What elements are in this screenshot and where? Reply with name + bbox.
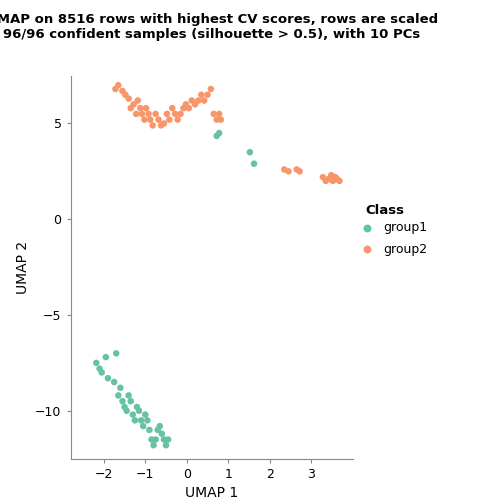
Point bbox=[325, 175, 333, 183]
Point bbox=[118, 397, 127, 405]
Point bbox=[116, 384, 124, 392]
Point bbox=[179, 104, 187, 112]
Point bbox=[156, 422, 164, 430]
Point bbox=[173, 115, 181, 123]
Point bbox=[213, 132, 221, 140]
Point bbox=[163, 110, 171, 118]
Point bbox=[141, 115, 149, 123]
Point bbox=[145, 426, 153, 434]
Point bbox=[322, 177, 330, 185]
Point bbox=[142, 104, 150, 112]
Point bbox=[146, 115, 154, 123]
Point bbox=[336, 177, 344, 185]
Point bbox=[319, 173, 327, 181]
Point bbox=[148, 435, 156, 444]
Y-axis label: UMAP 2: UMAP 2 bbox=[16, 240, 30, 294]
Point bbox=[143, 416, 151, 424]
Point bbox=[168, 104, 176, 112]
Point bbox=[132, 110, 140, 118]
Point bbox=[250, 160, 258, 168]
Point bbox=[185, 104, 193, 112]
Point bbox=[409, 200, 417, 208]
Text: Class: Class bbox=[365, 204, 404, 217]
Point bbox=[124, 95, 133, 103]
Point bbox=[409, 178, 417, 186]
Point bbox=[204, 91, 212, 99]
Point bbox=[329, 177, 337, 185]
Point bbox=[127, 397, 135, 405]
Point bbox=[280, 165, 288, 173]
Point bbox=[197, 91, 205, 99]
Text: UMAP on 8516 rows with highest CV scores, rows are scaled
96/96 confident sample: UMAP on 8516 rows with highest CV scores… bbox=[0, 13, 438, 41]
Point bbox=[110, 378, 118, 386]
Point bbox=[176, 110, 184, 118]
Point bbox=[284, 167, 292, 175]
Point bbox=[246, 148, 254, 156]
Point bbox=[150, 441, 158, 449]
Point bbox=[149, 121, 157, 130]
Point bbox=[160, 119, 168, 128]
Point bbox=[92, 359, 100, 367]
Point bbox=[152, 435, 160, 444]
Point bbox=[154, 426, 162, 434]
Point bbox=[152, 110, 160, 118]
Point bbox=[217, 115, 225, 123]
Point bbox=[162, 441, 170, 449]
Point bbox=[136, 104, 144, 112]
Point bbox=[104, 374, 112, 382]
Point bbox=[98, 368, 106, 376]
Point bbox=[145, 110, 153, 118]
Point bbox=[137, 416, 145, 424]
Point bbox=[187, 96, 196, 104]
Point bbox=[160, 435, 168, 444]
Point bbox=[171, 110, 179, 118]
Point bbox=[138, 110, 146, 118]
Point bbox=[165, 115, 173, 123]
Point bbox=[195, 96, 203, 104]
Point bbox=[96, 364, 104, 372]
Point bbox=[133, 403, 141, 411]
Point bbox=[127, 104, 135, 112]
Point bbox=[293, 165, 301, 173]
Point bbox=[102, 353, 110, 361]
Point bbox=[200, 96, 208, 104]
Point bbox=[111, 85, 119, 93]
Point bbox=[296, 167, 304, 175]
Point bbox=[135, 407, 143, 415]
Point bbox=[122, 407, 131, 415]
Text: group2: group2 bbox=[383, 243, 427, 256]
Point bbox=[112, 349, 120, 357]
Point bbox=[157, 121, 165, 130]
Point bbox=[129, 411, 137, 419]
Point bbox=[333, 175, 341, 183]
Point bbox=[155, 115, 163, 123]
X-axis label: UMAP 1: UMAP 1 bbox=[185, 486, 238, 500]
Point bbox=[191, 100, 199, 108]
Point bbox=[210, 110, 218, 118]
Point bbox=[164, 435, 172, 444]
Point bbox=[121, 91, 130, 99]
Point bbox=[331, 173, 339, 181]
Point bbox=[130, 100, 138, 108]
Point bbox=[131, 416, 139, 424]
Point bbox=[139, 422, 147, 430]
Point bbox=[207, 85, 215, 93]
Text: group1: group1 bbox=[383, 221, 427, 234]
Point bbox=[114, 81, 122, 89]
Point bbox=[215, 129, 223, 137]
Point bbox=[158, 430, 166, 438]
Point bbox=[327, 171, 335, 179]
Point bbox=[124, 392, 133, 400]
Point bbox=[141, 411, 149, 419]
Point bbox=[118, 87, 127, 95]
Point bbox=[134, 96, 142, 104]
Point bbox=[182, 100, 190, 108]
Point bbox=[120, 403, 129, 411]
Point bbox=[213, 115, 221, 123]
Point bbox=[215, 110, 223, 118]
Point bbox=[114, 392, 122, 400]
